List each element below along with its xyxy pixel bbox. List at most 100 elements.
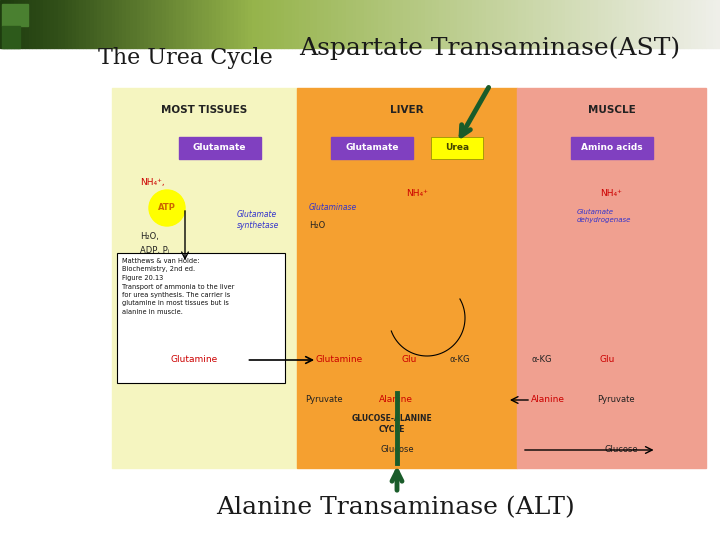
Polygon shape [468,0,472,48]
Text: Glu: Glu [402,355,418,364]
Polygon shape [299,0,302,48]
Polygon shape [220,0,223,48]
Polygon shape [695,0,698,48]
Polygon shape [655,0,659,48]
Polygon shape [155,0,158,48]
Bar [517,88,706,468]
Polygon shape [43,0,47,48]
Text: Glu: Glu [599,355,614,364]
Polygon shape [580,0,583,48]
Polygon shape [702,0,706,48]
Polygon shape [83,0,86,48]
Polygon shape [212,0,216,48]
Polygon shape [540,0,544,48]
Text: Aspartate Transaminase(AST): Aspartate Transaminase(AST) [300,36,680,60]
Text: Alanine Transaminase (ALT): Alanine Transaminase (ALT) [215,496,575,519]
Bar [570,137,652,159]
Polygon shape [500,0,504,48]
Polygon shape [162,0,166,48]
Polygon shape [428,0,432,48]
Text: ATP: ATP [158,204,176,213]
Bar [331,137,413,159]
Polygon shape [176,0,180,48]
Polygon shape [475,0,479,48]
Text: Glutamate
dehydrogenase: Glutamate dehydrogenase [577,209,631,222]
Polygon shape [284,0,288,48]
Polygon shape [274,0,277,48]
Polygon shape [608,0,612,48]
Polygon shape [601,0,605,48]
Text: Glutamate: Glutamate [193,144,246,152]
Text: Glutamate
synthetase: Glutamate synthetase [236,210,279,230]
Text: Glutamate: Glutamate [346,144,399,152]
Polygon shape [457,0,461,48]
Polygon shape [194,0,198,48]
Polygon shape [554,0,558,48]
Polygon shape [317,0,320,48]
Polygon shape [558,0,562,48]
Polygon shape [518,0,522,48]
Polygon shape [572,0,576,48]
Polygon shape [108,0,112,48]
Polygon shape [180,0,184,48]
Polygon shape [205,0,209,48]
Polygon shape [104,0,108,48]
Text: Glutaminase: Glutaminase [309,204,357,213]
Polygon shape [605,0,608,48]
Polygon shape [184,0,187,48]
Polygon shape [151,0,155,48]
Polygon shape [619,0,623,48]
Polygon shape [400,0,403,48]
Polygon shape [652,0,655,48]
Polygon shape [497,0,500,48]
Polygon shape [65,0,68,48]
Polygon shape [529,0,533,48]
Polygon shape [590,0,594,48]
Polygon shape [634,0,637,48]
Polygon shape [396,0,400,48]
Polygon shape [374,0,378,48]
Polygon shape [338,0,342,48]
Bar [2,26,20,48]
Polygon shape [443,0,446,48]
Polygon shape [227,0,230,48]
Polygon shape [547,0,551,48]
Polygon shape [349,0,353,48]
Text: Glucose: Glucose [605,446,639,455]
Polygon shape [29,0,32,48]
Polygon shape [335,0,338,48]
Polygon shape [425,0,428,48]
Polygon shape [698,0,702,48]
Polygon shape [353,0,356,48]
Polygon shape [414,0,418,48]
Polygon shape [292,0,295,48]
Polygon shape [306,0,310,48]
Polygon shape [382,0,385,48]
Polygon shape [508,0,511,48]
Text: α-KG: α-KG [531,355,552,364]
Polygon shape [612,0,616,48]
Polygon shape [295,0,299,48]
Polygon shape [576,0,580,48]
Polygon shape [130,0,133,48]
Text: Alanine: Alanine [531,395,565,404]
Polygon shape [126,0,130,48]
Polygon shape [364,0,367,48]
Bar [431,137,483,159]
Polygon shape [191,0,194,48]
Polygon shape [493,0,497,48]
Polygon shape [252,0,256,48]
Polygon shape [522,0,526,48]
Polygon shape [515,0,518,48]
Polygon shape [86,0,90,48]
Polygon shape [706,0,709,48]
Polygon shape [0,0,4,48]
Text: Glutamine: Glutamine [171,355,218,364]
Text: MUSCLE: MUSCLE [588,105,635,115]
Polygon shape [209,0,212,48]
Polygon shape [158,0,162,48]
Text: The Urea Cycle: The Urea Cycle [98,47,272,69]
Polygon shape [90,0,94,48]
Polygon shape [266,0,270,48]
Polygon shape [551,0,554,48]
